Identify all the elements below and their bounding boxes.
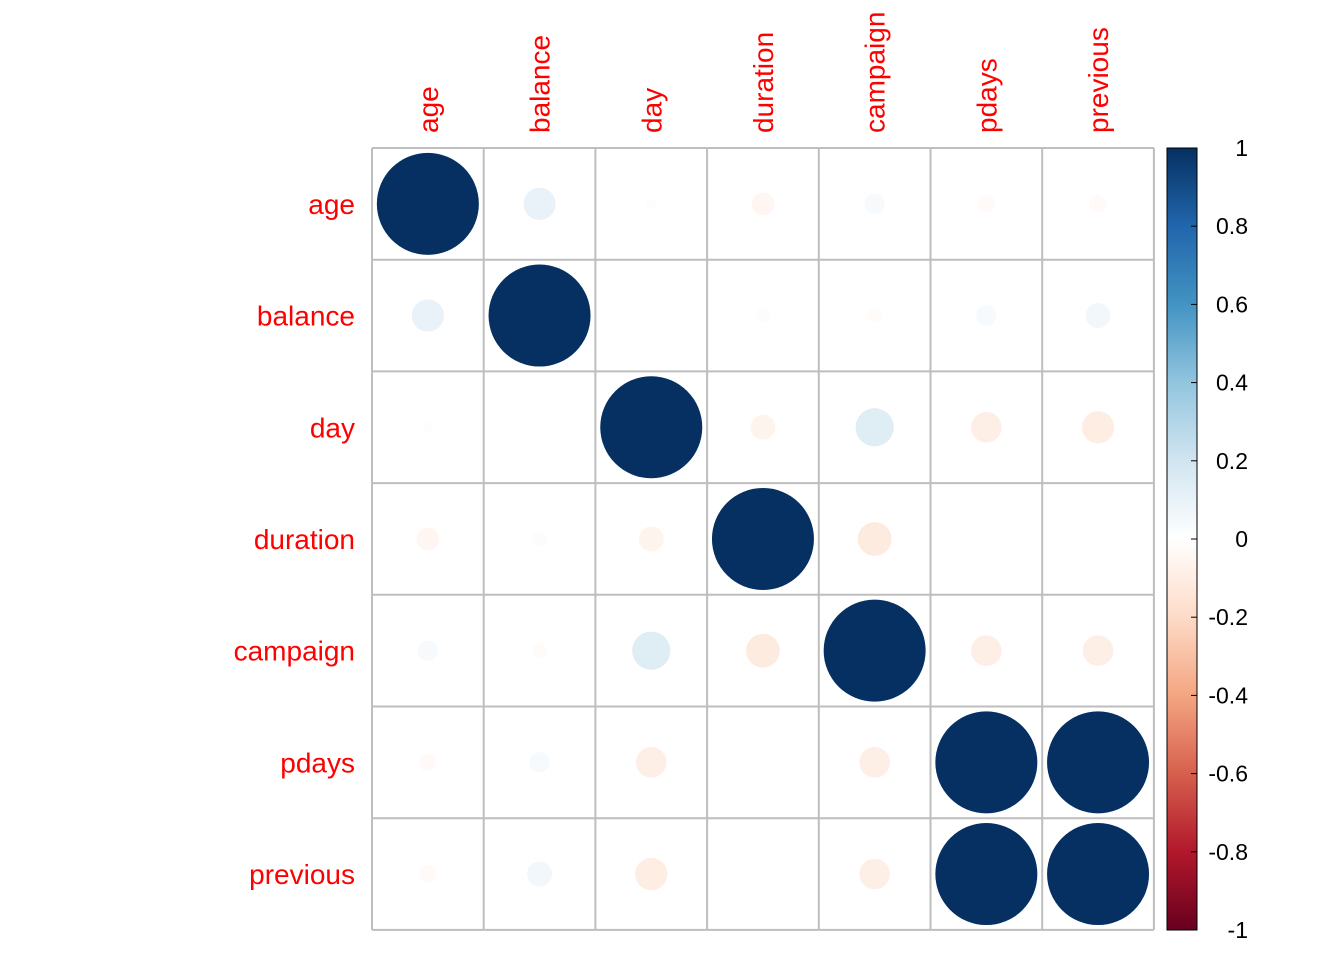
corr-circle-pdays-pdays xyxy=(935,711,1038,814)
row-label-pdays: pdays xyxy=(280,747,355,778)
col-label-previous: previous xyxy=(1083,27,1114,133)
corr-circle-duration-balance xyxy=(532,531,547,547)
corr-circle-campaign-duration xyxy=(746,633,780,668)
corr-circle-previous-campaign xyxy=(859,858,890,890)
corr-circle-age-campaign xyxy=(864,193,885,215)
corr-circle-campaign-previous xyxy=(1082,635,1114,666)
row-label-previous: previous xyxy=(249,859,355,890)
corr-circle-previous-pdays xyxy=(935,823,1038,926)
colorbar-tick-label: -0.6 xyxy=(1208,761,1248,787)
col-label-campaign: campaign xyxy=(860,12,891,133)
corr-circle-campaign-day xyxy=(632,631,671,670)
colorbar-tick-label: 0.2 xyxy=(1216,448,1248,474)
corr-circle-balance-age xyxy=(411,299,444,332)
row-label-age: age xyxy=(308,189,355,220)
corr-circle-campaign-pdays xyxy=(971,635,1002,666)
corr-circle-duration-duration xyxy=(711,487,814,590)
corr-circle-pdays-day xyxy=(635,747,667,778)
col-label-pdays: pdays xyxy=(971,58,1002,133)
col-label-age: age xyxy=(413,86,444,133)
corr-circle-campaign-campaign xyxy=(823,599,926,702)
column-labels: age balance day duration campaign pdays previo… xyxy=(413,12,1114,133)
colorbar-tick-label: -0.2 xyxy=(1208,604,1248,630)
corr-circle-pdays-previous xyxy=(1047,711,1150,814)
corr-circle-pdays-age xyxy=(419,753,437,772)
corr-circle-duration-day xyxy=(638,526,664,552)
colorbar-tick-label: 1 xyxy=(1235,135,1248,161)
corr-circle-previous-age xyxy=(419,865,437,883)
corr-circle-duration-age xyxy=(416,527,440,551)
corr-circle-campaign-age xyxy=(417,640,439,661)
corr-circle-pdays-balance xyxy=(529,752,550,773)
corr-circle-day-duration xyxy=(750,414,776,440)
corr-circle-day-day xyxy=(600,376,703,479)
grid xyxy=(371,147,1155,931)
row-label-balance: balance xyxy=(257,301,355,332)
colorbar-tick-label: -0.4 xyxy=(1208,682,1248,708)
corr-circle-balance-campaign xyxy=(867,308,882,323)
corr-circle-day-previous xyxy=(1081,411,1115,444)
colorbar-tick-label: -0.8 xyxy=(1208,839,1248,865)
col-label-balance: balance xyxy=(525,35,556,133)
col-label-day: day xyxy=(636,88,667,133)
corr-circle-previous-day xyxy=(635,857,668,891)
colorbar-tick-label: 0.8 xyxy=(1216,213,1248,239)
corr-circle-day-pdays xyxy=(971,411,1002,443)
colorbar-tick-label: 0.4 xyxy=(1216,370,1248,396)
corr-circle-previous-previous xyxy=(1047,823,1150,926)
corr-circle-age-duration xyxy=(751,192,775,216)
row-labels: age balance day duration campaign pdays previo… xyxy=(234,189,355,890)
corr-circle-day-campaign xyxy=(855,408,894,447)
colorbar-tick-label: -1 xyxy=(1228,917,1248,943)
corr-circle-campaign-balance xyxy=(532,643,547,658)
correlation-circles xyxy=(376,152,1150,926)
corr-circle-previous-balance xyxy=(527,861,553,887)
corr-circle-age-balance xyxy=(523,187,556,220)
color-legend: 1 0.8 0.6 0.4 0.2 0 -0.2 -0.4 -0.6 -0.8 -1 xyxy=(1166,135,1248,943)
corr-circle-age-pdays xyxy=(977,195,996,213)
corr-circle-age-day xyxy=(646,198,657,209)
colorbar-tick-label: 0 xyxy=(1235,526,1248,552)
corr-circle-day-age xyxy=(422,422,433,433)
row-label-campaign: campaign xyxy=(234,636,355,667)
colorbar-tick-label: 0.6 xyxy=(1216,291,1248,317)
corr-circle-age-age xyxy=(376,152,479,255)
corr-circle-duration-campaign xyxy=(857,522,892,556)
col-label-duration: duration xyxy=(748,32,779,133)
corr-circle-pdays-campaign xyxy=(859,747,890,778)
corr-circle-balance-duration xyxy=(755,308,771,323)
corr-circle-balance-balance xyxy=(488,264,591,367)
colorbar-ticks: 1 0.8 0.6 0.4 0.2 0 -0.2 -0.4 -0.6 -0.8 -1 xyxy=(1191,135,1248,943)
row-label-day: day xyxy=(310,412,355,443)
corr-circle-balance-pdays xyxy=(976,305,997,326)
corr-circle-balance-previous xyxy=(1085,303,1111,329)
row-label-duration: duration xyxy=(254,524,355,555)
corr-circle-age-previous xyxy=(1089,195,1107,213)
